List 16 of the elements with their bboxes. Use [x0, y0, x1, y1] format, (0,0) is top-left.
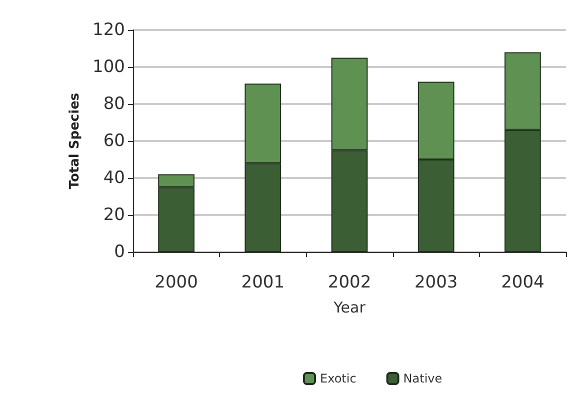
x-tick-label: 2004: [501, 272, 544, 292]
x-tick-label: 2000: [154, 272, 198, 292]
y-tick-label: 60: [103, 131, 125, 151]
y-tick-label: 80: [103, 94, 125, 114]
y-axis-title: Total Species: [68, 92, 83, 190]
y-tick-label: 20: [103, 205, 125, 225]
x-tick-label: 2001: [241, 272, 285, 292]
legend-label: Native: [403, 372, 442, 386]
x-axis-title: Year: [332, 298, 366, 316]
x-tick-label: 2002: [328, 272, 372, 292]
y-tick-label: 40: [103, 168, 125, 188]
y-tick-label: 0: [114, 242, 125, 262]
y-tick-label: 120: [92, 20, 125, 40]
legend-label: Exotic: [320, 372, 356, 386]
x-tick-label: 2003: [414, 272, 458, 292]
y-tick-label: 100: [92, 57, 125, 77]
